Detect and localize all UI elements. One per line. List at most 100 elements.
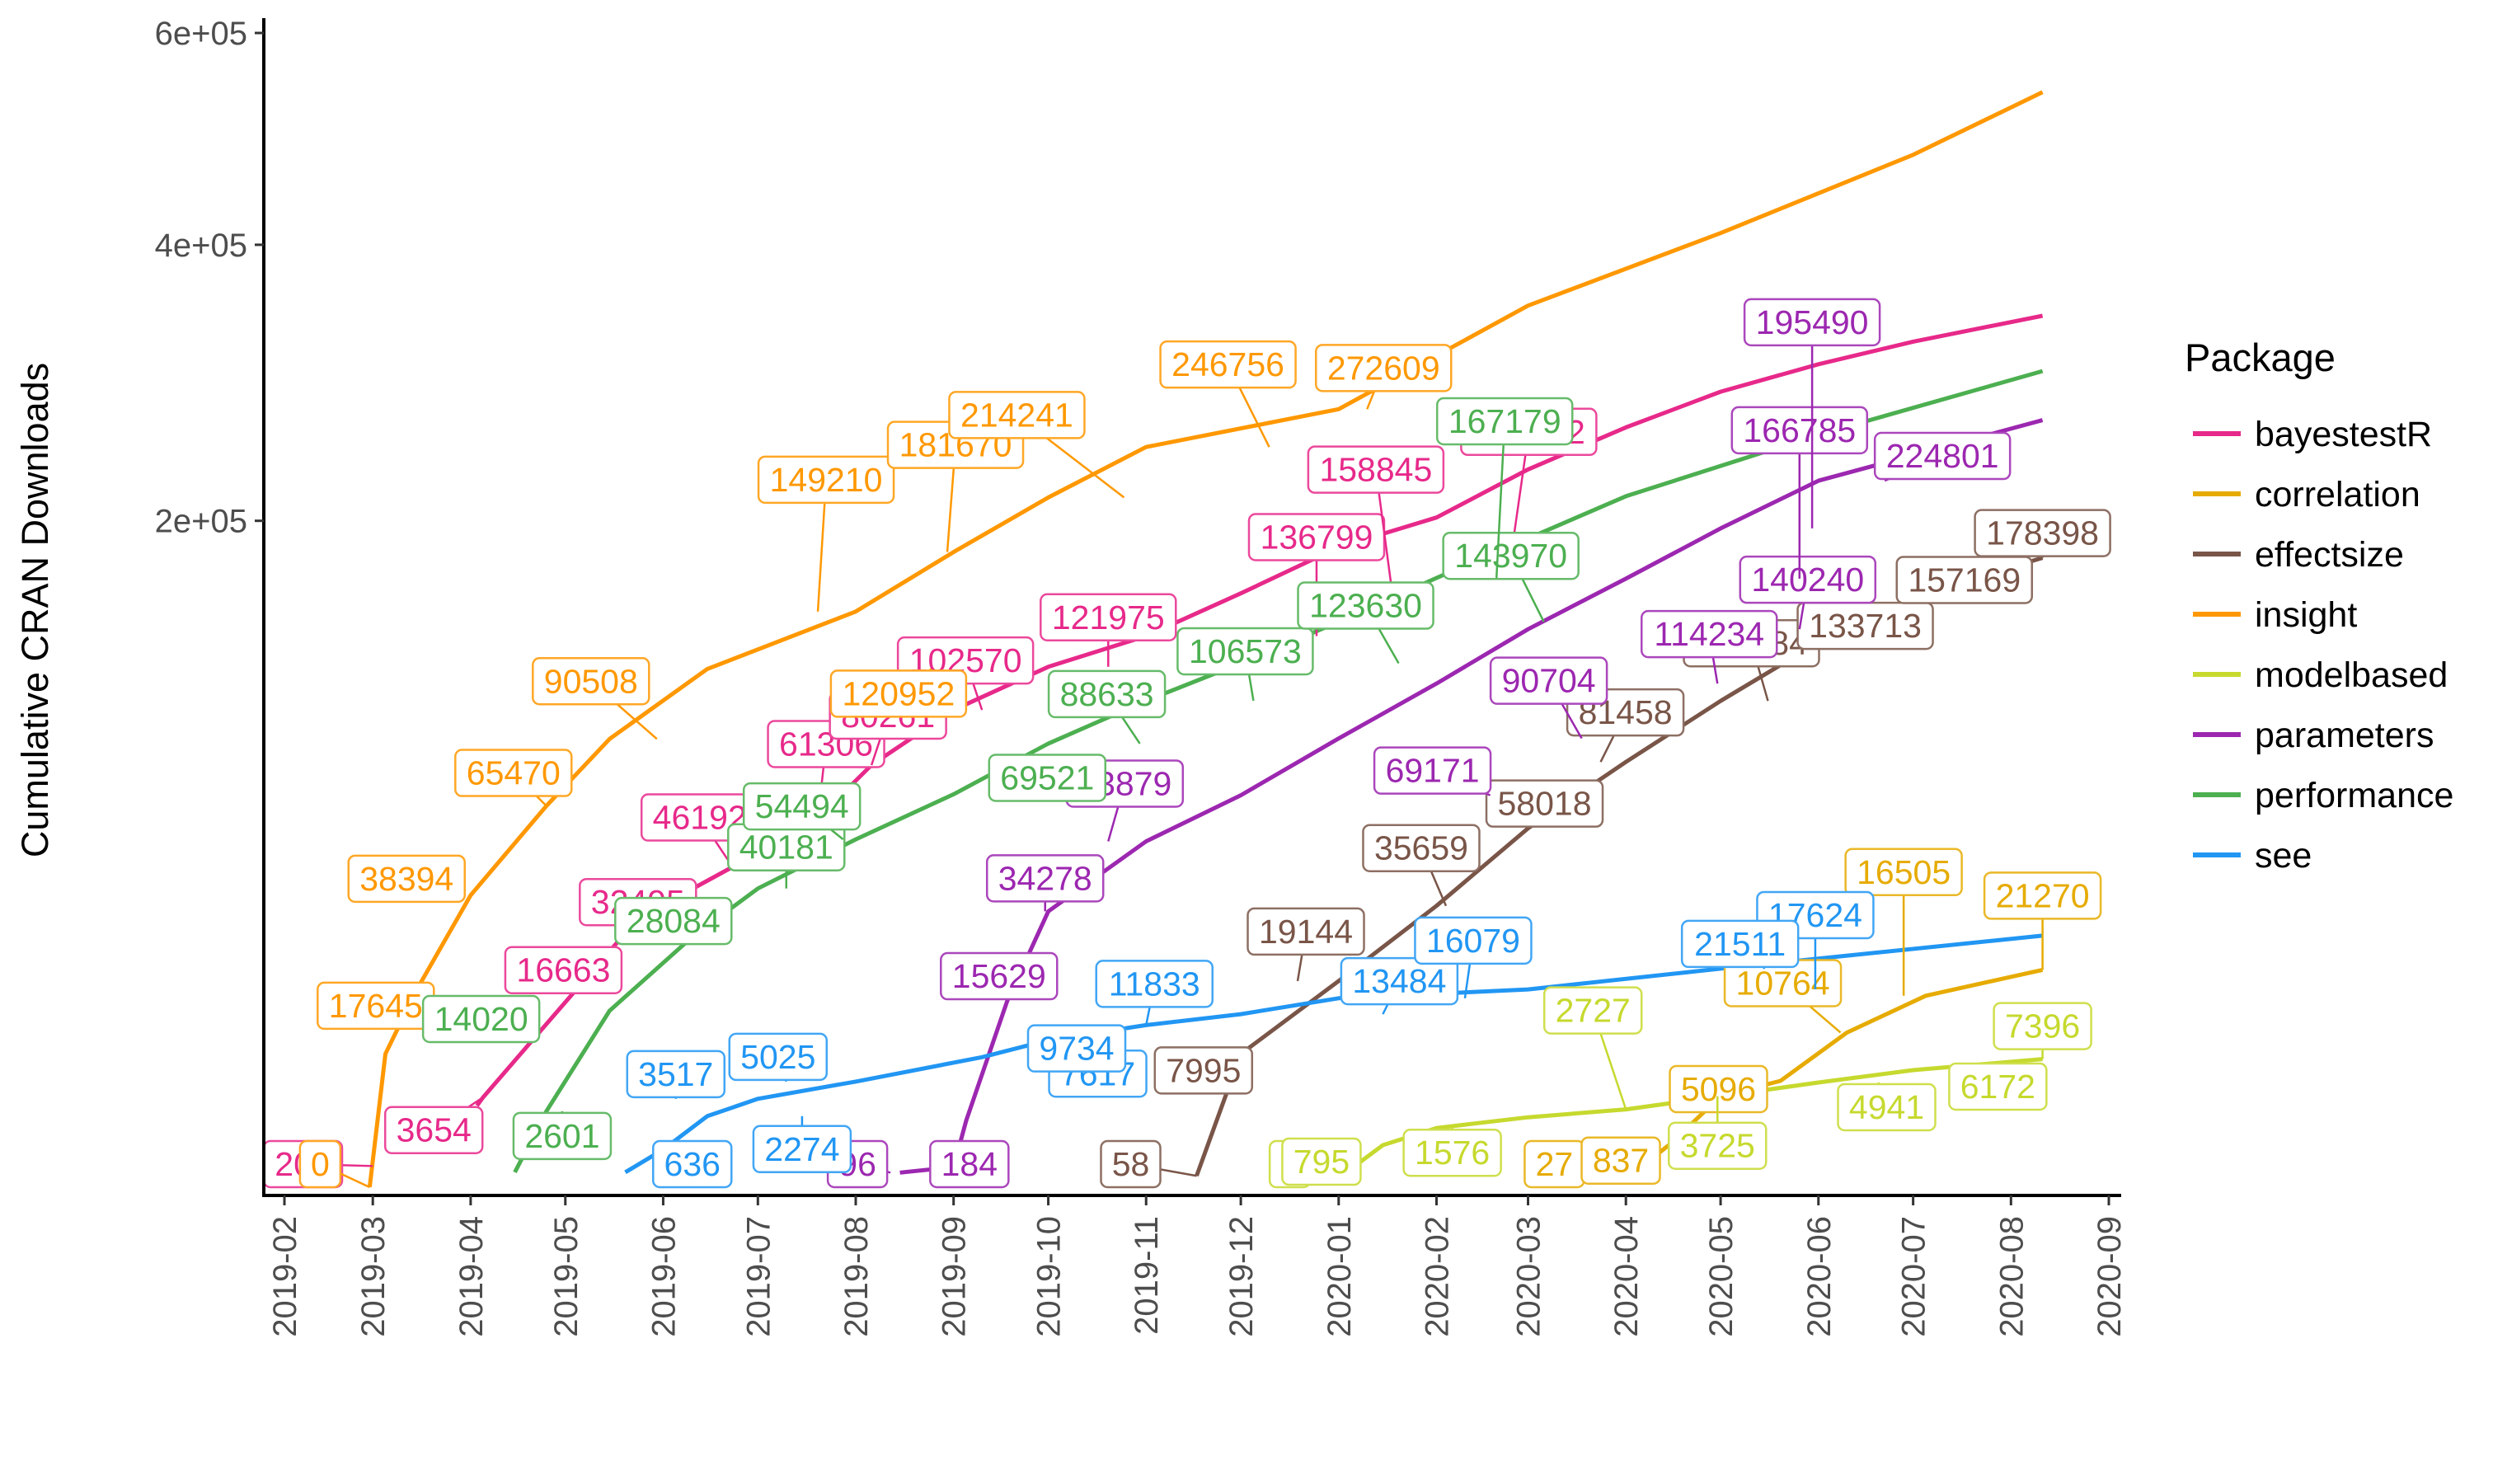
- point-label-bayestestR-2: 16663: [504, 946, 623, 996]
- label-text: 11833: [1109, 965, 1200, 1003]
- label-text: 16505: [1857, 853, 1951, 891]
- label-text: 38394: [359, 860, 453, 898]
- label-text: 90704: [1502, 662, 1596, 700]
- x-tick-label: 2019-07: [740, 1216, 777, 1337]
- legend-item-parameters: parameters: [2193, 716, 2434, 755]
- label-text: 195490: [1756, 303, 1869, 341]
- label-text: 224801: [1886, 437, 1999, 475]
- point-label-see-0: 636: [652, 1139, 733, 1189]
- point-label-effectsize-4: 58018: [1485, 779, 1604, 829]
- point-label-insight-10: 272609: [1315, 344, 1453, 410]
- label-text: 21511: [1694, 925, 1786, 963]
- point-label-bayestestR-1: 3654: [383, 1096, 484, 1154]
- point-label-performance-10: 167179: [1435, 397, 1574, 579]
- point-label-see-3: 5025: [728, 1032, 829, 1082]
- point-label-effectsize-0: 58: [1100, 1139, 1197, 1189]
- x-tick-label: 2019-02: [267, 1216, 303, 1337]
- x-tick-label: 2019-03: [355, 1216, 392, 1337]
- label-text: 7396: [2005, 1007, 2080, 1045]
- label-box: [454, 749, 573, 797]
- label-box: [728, 1032, 829, 1082]
- point-label-parameters-1: 184: [929, 1139, 1010, 1189]
- series-line-parameters: [899, 418, 2044, 1175]
- point-label-parameters-3: 34278: [985, 854, 1105, 912]
- label-text: 3517: [638, 1055, 713, 1093]
- label-text: 40181: [739, 829, 833, 866]
- label-box: [1153, 1046, 1254, 1095]
- series-line-insight: [367, 90, 2044, 1188]
- label-text: 140240: [1751, 561, 1864, 599]
- point-label-see-8: 16079: [1414, 916, 1533, 998]
- y-tick-label: 2e+05: [155, 504, 247, 540]
- point-label-performance-1: 14020: [421, 994, 541, 1044]
- point-label-effectsize-2: 19144: [1246, 907, 1365, 982]
- label-text: 6172: [1960, 1068, 2035, 1106]
- point-label-correlation-1: 837: [1580, 1136, 1661, 1185]
- point-label-insight-4: 90508: [532, 657, 658, 740]
- label-box: [757, 455, 895, 505]
- label-text: 272609: [1327, 349, 1440, 387]
- point-label-effectsize-7: 133713: [1796, 601, 1934, 650]
- point-label-insight-3: 65470: [454, 749, 573, 807]
- label-box: [1373, 746, 1492, 795]
- x-tick-label: 2020-05: [1703, 1216, 1739, 1337]
- label-text: 5025: [740, 1038, 815, 1076]
- point-label-insight-6: 120952: [829, 668, 968, 718]
- legend-item-performance: performance: [2193, 776, 2453, 815]
- point-label-correlation-0: 27: [1524, 1139, 1604, 1189]
- point-label-modelbased-2: 1576: [1402, 1128, 1502, 1177]
- point-label-insight-2: 38394: [347, 854, 466, 904]
- label-box: [1026, 1024, 1127, 1073]
- point-label-bayestestR-8: 121975: [1040, 593, 1177, 667]
- label-box: [829, 669, 968, 718]
- legend-label: correlation: [2255, 475, 2420, 514]
- label-text: 35659: [1374, 829, 1468, 867]
- point-label-parameters-7: 114234: [1640, 609, 1778, 684]
- point-label-insight-7: 181670: [886, 420, 1025, 552]
- point-label-bayestestR-9: 136799: [1247, 513, 1386, 636]
- label-text: 1576: [1415, 1134, 1490, 1172]
- legend-label: effectsize: [2255, 535, 2404, 575]
- label-text: 106573: [1189, 632, 1302, 670]
- label-text: 178398: [1986, 514, 2099, 552]
- label-text: 143970: [1454, 537, 1567, 575]
- point-label-insight-8: 214241: [948, 391, 1125, 499]
- point-label-correlation-2: 5096: [1669, 1064, 1768, 1114]
- x-tick-label: 2019-05: [548, 1216, 585, 1337]
- label-box: [940, 951, 1059, 1001]
- x-tick-label: 2019-06: [646, 1216, 682, 1337]
- label-text: 15629: [952, 957, 1046, 995]
- x-tick-label: 2019-10: [1031, 1216, 1068, 1337]
- y-tick-label: 4e+05: [155, 228, 247, 264]
- label-box: [1176, 627, 1314, 676]
- point-label-insight-5: 149210: [757, 455, 895, 612]
- point-labels-layer: 2023654166633249546192613068026110257012…: [262, 298, 2111, 1189]
- point-label-modelbased-4: 3725: [1667, 1096, 1768, 1170]
- point-label-parameters-10: 195490: [1743, 298, 1881, 528]
- point-label-performance-4: 54494: [742, 782, 862, 841]
- label-text: 837: [1593, 1142, 1649, 1180]
- label-leader-line: [1495, 420, 1506, 579]
- label-box: [1680, 919, 1800, 969]
- point-label-insight-1: 17645: [317, 981, 435, 1031]
- point-label-performance-8: 123630: [1297, 581, 1434, 665]
- point-label-see-6: 11833: [1095, 960, 1214, 1026]
- y-tick-label: 6e+05: [155, 16, 247, 52]
- label-text: 21270: [1996, 876, 2090, 914]
- label-text: 14020: [434, 1000, 528, 1038]
- point-label-see-10: 21511: [1680, 919, 1800, 970]
- label-text: 2727: [1556, 992, 1631, 1030]
- label-text: 121975: [1052, 599, 1165, 636]
- label-text: 114234: [1654, 615, 1764, 653]
- point-label-effectsize-3: 35659: [1362, 824, 1481, 907]
- label-text: 58018: [1498, 785, 1592, 823]
- label-text: 149210: [770, 461, 883, 499]
- label-box: [1297, 581, 1434, 630]
- label-text: 795: [1293, 1143, 1350, 1181]
- point-label-parameters-8: 140240: [1739, 555, 1877, 630]
- label-text: 9734: [1039, 1030, 1114, 1068]
- point-label-correlation-4: 16505: [1844, 848, 1963, 996]
- label-box: [1315, 344, 1453, 392]
- label-text: 5096: [1681, 1070, 1756, 1108]
